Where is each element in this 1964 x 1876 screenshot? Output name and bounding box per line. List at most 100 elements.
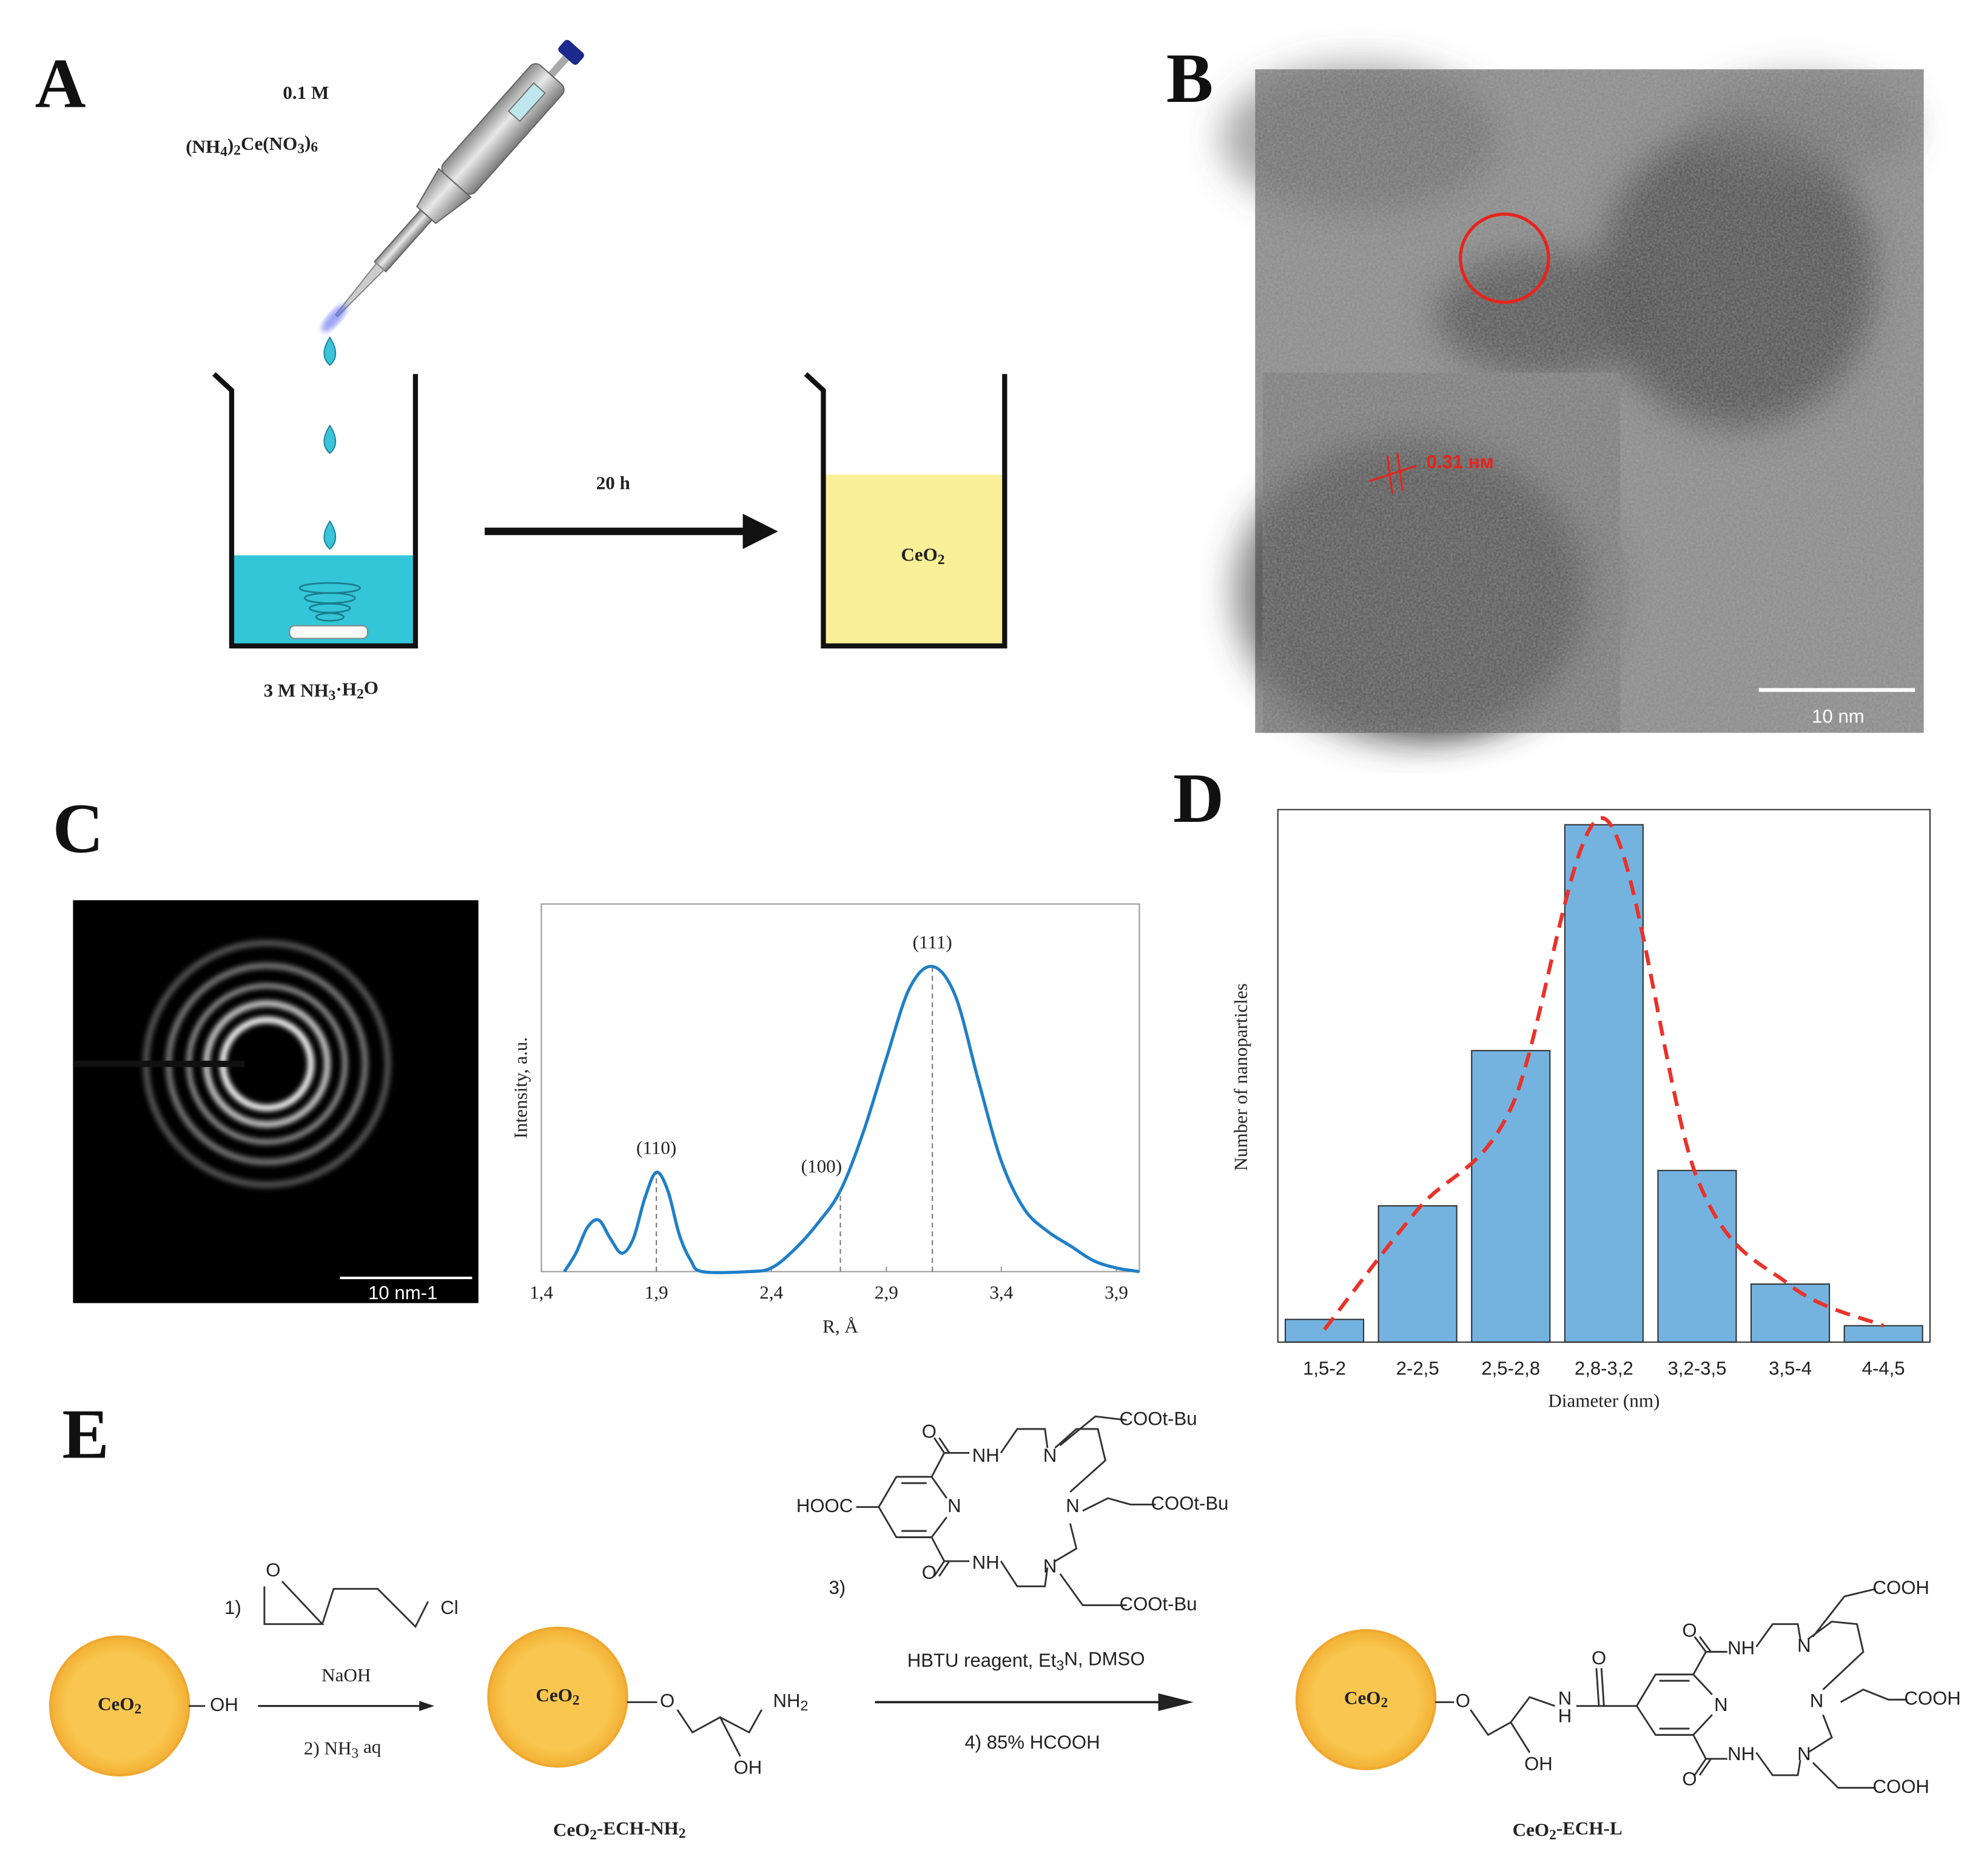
reagent-formula: (NH4)2Ce(NO3)6 <box>186 132 318 160</box>
subscript: 2 <box>357 687 364 702</box>
panel-label: A <box>35 44 86 123</box>
acid: COOH <box>1873 1776 1929 1797</box>
highlight-circle <box>1459 212 1550 304</box>
bond <box>856 1415 1156 1607</box>
subscript: 2 <box>679 1826 686 1842</box>
x-tick-label: 4-4,5 <box>1862 1358 1905 1379</box>
subscript: 2 <box>938 552 945 568</box>
step-4: 4) 85% HCOOH <box>964 1732 1100 1753</box>
amine: N <box>1043 1445 1057 1466</box>
time-label: 20 h <box>596 472 630 493</box>
ceria-particle <box>1295 1629 1437 1770</box>
epoxide-o: O <box>266 1559 280 1581</box>
pipette <box>321 39 584 332</box>
bond <box>1435 1588 1908 1789</box>
core-label: CeO2 <box>536 1684 579 1709</box>
text-segment: CeO <box>553 1819 590 1840</box>
y-axis-label: Intensity, a.u. <box>510 1037 531 1138</box>
text-segment: HBTU reagent, Et <box>907 1650 1057 1671</box>
text-segment: CeO <box>98 1693 135 1715</box>
core-label: CeO2 <box>1344 1687 1388 1711</box>
plot-frame <box>1277 809 1931 1343</box>
subscript: 2 <box>590 1827 597 1843</box>
ether-o: O <box>1456 1690 1470 1712</box>
beam-stop-disk <box>244 1041 290 1087</box>
text-segment: ) <box>227 135 234 156</box>
amine: N <box>1043 1556 1057 1577</box>
panel-label: B <box>1166 39 1214 118</box>
text-segment: 3 M NH <box>264 680 329 701</box>
ester: COOt-Bu <box>1120 1593 1197 1615</box>
arrow-head <box>742 514 778 550</box>
text-segment: CeO <box>1513 1819 1550 1840</box>
peak-label: (110) <box>636 1137 676 1158</box>
text-segment: N, DMSO <box>1064 1649 1145 1670</box>
subscript: 2 <box>234 143 241 158</box>
scale-bar-label: 10 nm <box>1812 705 1865 727</box>
bond <box>263 1581 429 1629</box>
x-tick-label: 2,5-2,8 <box>1481 1358 1540 1379</box>
amine: N <box>1066 1495 1079 1516</box>
amine: N <box>1797 1635 1811 1656</box>
x-tick-label: 2,9 <box>875 1282 898 1303</box>
subscript: 3 <box>297 141 304 157</box>
amide-h: H <box>1558 1706 1572 1727</box>
x-tick-label: 3,2-3,5 <box>1668 1358 1727 1379</box>
text-segment: 2) NH <box>304 1737 352 1758</box>
panel-label: C <box>53 790 104 868</box>
x-tick-label: 1,5-2 <box>1303 1358 1346 1379</box>
amide-n: N <box>1558 1687 1572 1709</box>
bond <box>627 1701 763 1757</box>
spacing-marker <box>1369 453 1417 494</box>
subscript: 3 <box>351 1746 358 1761</box>
subscript: 2 <box>1549 1827 1556 1843</box>
x-tick-label: 1,9 <box>645 1282 668 1303</box>
hydroxyl: OH <box>1524 1753 1553 1774</box>
line-chart: 1,4 1,9 2,4 2,9 3,4 3,9 R, Å Intensity, a.u. (11… <box>510 931 1140 1337</box>
ester: COOt-Bu <box>1151 1493 1228 1514</box>
intensity-line <box>563 964 1140 1274</box>
x-tick-label: 2,8-3,2 <box>1575 1358 1633 1379</box>
x-tick-label: 2,4 <box>759 1282 783 1303</box>
x-tick-label: 1,4 <box>530 1282 553 1303</box>
x-tick-label: 3,9 <box>1105 1282 1128 1303</box>
amine: NH2 <box>773 1690 809 1713</box>
panel-a: A 0.1 M (NH4)2Ce(NO3)6 3 M NH3·H2O 20 h … <box>35 39 1007 704</box>
hydroxyl: OH <box>210 1694 238 1715</box>
bar <box>1377 1205 1458 1343</box>
ceria-particle <box>487 1626 628 1768</box>
amide: NH <box>972 1552 1000 1573</box>
panel-b: B 0.31 нм 10 nm <box>1166 39 1924 743</box>
core-label: CeO2 <box>98 1693 141 1718</box>
amide: NH <box>1727 1637 1755 1658</box>
x-axis-label: R, Å <box>822 1316 858 1337</box>
bar-chart: 1,5-2 2-2,5 2,5-2,8 2,8-3,2 3,2-3,5 3,5-4 4-4,… <box>1230 816 1923 1411</box>
bar <box>1564 824 1644 1343</box>
ether-o: O <box>660 1690 674 1712</box>
text-segment: ·H <box>335 678 357 699</box>
panel-label: D <box>1173 759 1224 838</box>
saed-image <box>73 900 479 1303</box>
arrow-head <box>1158 1693 1194 1711</box>
concentration: 0.1 M <box>283 82 329 103</box>
text-segment: -ECH-L <box>1556 1818 1623 1839</box>
amine: N <box>1810 1690 1823 1712</box>
subscript: 2 <box>800 1698 808 1713</box>
text-segment: -ECH-NH <box>597 1818 679 1839</box>
drops <box>323 336 337 550</box>
bar <box>1657 1169 1737 1343</box>
subscript: 3 <box>1056 1658 1064 1673</box>
step-3: 3) <box>829 1577 846 1598</box>
compound-name: CeO2-ECH-NH2 <box>553 1818 686 1843</box>
spacing-label: 0.31 нм <box>1427 451 1494 472</box>
amine: N <box>1797 1743 1811 1764</box>
amide: NH <box>972 1445 1000 1466</box>
bar <box>1471 1050 1551 1343</box>
text-segment: CeO <box>536 1684 573 1706</box>
step-2: 2) NH3 aq <box>304 1736 382 1761</box>
subscript: 2 <box>573 1693 580 1709</box>
x-tick-label: 3,5-4 <box>1769 1358 1812 1379</box>
text-segment: aq <box>358 1736 381 1757</box>
amide: NH <box>1727 1743 1755 1764</box>
subscript: 4 <box>220 144 227 160</box>
